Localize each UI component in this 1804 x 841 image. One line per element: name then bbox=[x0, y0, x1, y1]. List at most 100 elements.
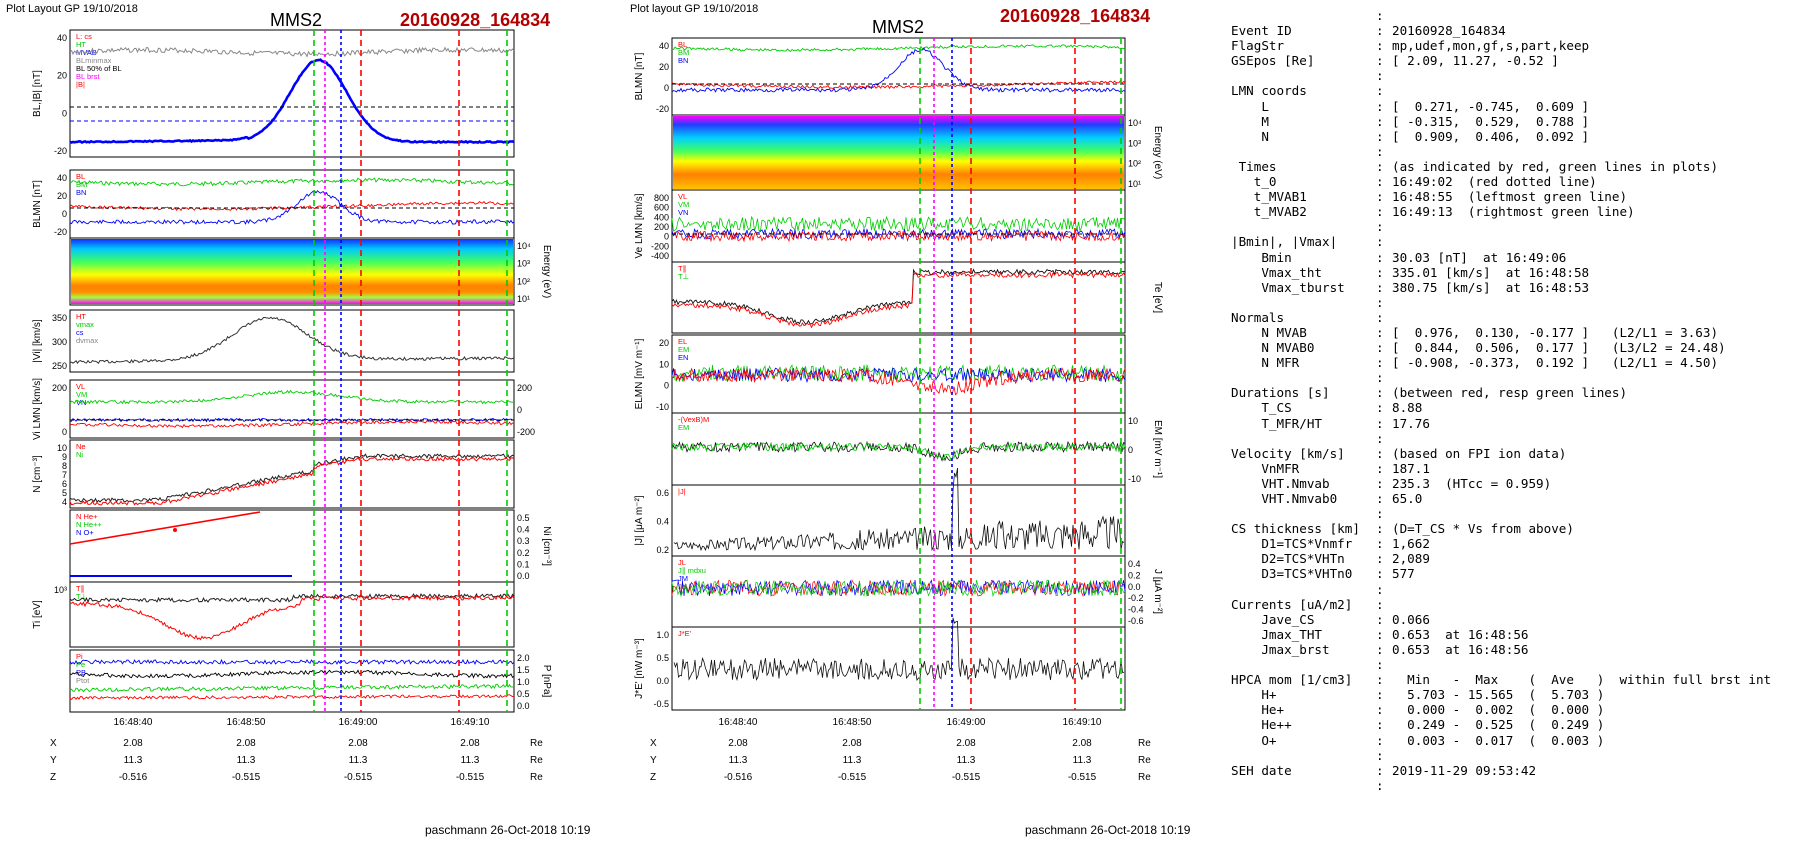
info-label: Bmin bbox=[1231, 249, 1292, 265]
y-tick-label: 4 bbox=[62, 497, 67, 507]
pos-value: 2.08 bbox=[123, 738, 143, 749]
right-footer: paschmann 26-Oct-2018 10:19 bbox=[1025, 823, 1191, 837]
pos-value: 11.3 bbox=[843, 755, 862, 766]
info-label bbox=[1224, 68, 1376, 83]
legend-entry: N O+ bbox=[76, 528, 94, 537]
pos-row-label: X bbox=[650, 738, 657, 749]
left-footer: paschmann 26-Oct-2018 10:19 bbox=[425, 823, 591, 837]
y-tick-label-right: 10² bbox=[1128, 159, 1141, 169]
series-line bbox=[671, 227, 1126, 241]
info-row: : bbox=[1224, 657, 1799, 672]
info-colon: : bbox=[1376, 158, 1384, 174]
info-colon: : bbox=[1376, 536, 1384, 552]
series-line bbox=[69, 417, 515, 423]
info-colon: : bbox=[1376, 219, 1384, 235]
y-tick-label: 0.4 bbox=[656, 517, 669, 527]
legend-entry: L: cs bbox=[76, 32, 92, 41]
legend-entry: BN bbox=[678, 56, 688, 65]
info-colon: : bbox=[1376, 98, 1384, 114]
y-tick-label-right: 10³ bbox=[1128, 138, 1141, 148]
info-value: Min - Max ( Ave ) within full brst int bbox=[1392, 672, 1772, 688]
y-tick-label: 600 bbox=[654, 203, 669, 213]
series-line bbox=[671, 79, 1126, 90]
legend-entry: Ne bbox=[76, 442, 86, 451]
info-label: t_0 bbox=[1231, 174, 1277, 190]
pos-value: 11.3 bbox=[237, 755, 256, 766]
legend-entry: BM bbox=[678, 48, 689, 57]
info-row: : bbox=[1224, 748, 1799, 763]
info-label: D1=TCS*Vnmfr bbox=[1231, 536, 1353, 552]
info-value: 0.000 - 0.002 ( 0.000 ) bbox=[1392, 702, 1605, 718]
info-row: VHT.Nmvab0:65.0 bbox=[1224, 491, 1799, 506]
info-label: CS thickness [km] bbox=[1231, 521, 1360, 537]
legend-entry: J∥ mdxu bbox=[678, 566, 706, 575]
info-label: M bbox=[1231, 113, 1269, 129]
info-value: mp,udef,mon,gf,s,part,keep bbox=[1392, 38, 1590, 54]
info-row: HPCA mom [1/cm3]: Min - Max ( Ave ) with… bbox=[1224, 672, 1799, 687]
y-tick-label: 0.6 bbox=[656, 488, 669, 498]
electron-spectrogram bbox=[673, 116, 1124, 189]
info-label: He+ bbox=[1231, 702, 1285, 718]
series-line bbox=[671, 271, 1126, 329]
info-label bbox=[1224, 219, 1376, 234]
legend-entry: J*E' bbox=[678, 629, 692, 638]
panel-6: EM [mV m⁻¹] 10 0 -10 -(VexB)MEM bbox=[671, 412, 1163, 486]
pos-value: 2.08 bbox=[460, 738, 480, 749]
info-label: Durations [s] bbox=[1231, 385, 1330, 401]
info-row: He++: 0.249 - 0.525 ( 0.249 ) bbox=[1224, 717, 1799, 732]
info-colon: : bbox=[1376, 732, 1384, 748]
series-line bbox=[671, 579, 1126, 598]
info-value: 16:49:02 (red dotted line) bbox=[1392, 174, 1597, 190]
right-figure: Plot layout GP 19/10/2018 MMS2 20160928_… bbox=[630, 3, 1191, 837]
y-tick-label: 20 bbox=[659, 338, 669, 348]
panel-ylabel: Energy (eV) bbox=[1152, 126, 1163, 179]
info-label: N bbox=[1231, 128, 1269, 144]
pos-value: -0.515 bbox=[1068, 772, 1097, 783]
legend-entry: VM bbox=[76, 390, 87, 399]
info-label bbox=[1224, 370, 1376, 385]
pos-row-label: X bbox=[50, 738, 57, 749]
info-row: : bbox=[1376, 8, 1384, 23]
panel-frame bbox=[69, 439, 515, 509]
pos-value: -0.515 bbox=[838, 772, 867, 783]
legend-entry: -(VexB)M bbox=[678, 415, 709, 424]
panel-7: Ni [cm⁻³] 0.5 0.40.3 0.20.1 0.0 N He+N He++N … bbox=[69, 509, 552, 583]
panel-ylabel: Ve LMN [km/s] bbox=[634, 193, 645, 258]
info-label: t_MVAB2 bbox=[1231, 204, 1307, 220]
he-plus-plus-line bbox=[69, 511, 261, 545]
info-colon: : bbox=[1376, 626, 1384, 642]
info-row: : bbox=[1224, 370, 1799, 385]
info-label: N MFR bbox=[1231, 355, 1300, 371]
info-colon: : bbox=[1376, 521, 1384, 537]
series-line bbox=[671, 229, 1126, 243]
info-value: 0.003 - 0.017 ( 0.003 ) bbox=[1392, 732, 1605, 748]
info-value: [ 0.976, 0.130, -0.177 ] (L2/L1 = 3.63) bbox=[1392, 324, 1719, 340]
info-row: Event ID:20160928_164834 bbox=[1224, 23, 1799, 38]
y-tick-label-right: 0 bbox=[1128, 445, 1133, 455]
info-row: T_CS:8.88 bbox=[1224, 400, 1799, 415]
info-label: Currents [uA/m2] bbox=[1231, 596, 1353, 612]
y-tick-label: 7 bbox=[62, 470, 67, 480]
info-label: N MVAB0 bbox=[1231, 340, 1315, 356]
legend-entry: vmax bbox=[76, 320, 94, 329]
pos-value: 2.08 bbox=[728, 738, 748, 749]
info-row: FlagStr: mp,udef,mon,gf,s,part,keep bbox=[1224, 38, 1799, 53]
panel-7: |J| [μA m⁻²] 0.6 0.4 0.2 |J| bbox=[634, 467, 1126, 557]
y-tick-label-right: 0.2 bbox=[1128, 570, 1141, 580]
info-row: He+: 0.000 - 0.002 ( 0.000 ) bbox=[1224, 702, 1799, 717]
pos-value: 2.08 bbox=[1072, 738, 1092, 749]
info-row: N MFR: [ -0.908, -0.373, 0.192 ] (L2/L1 =… bbox=[1224, 355, 1799, 370]
legend-entry: Ptot bbox=[76, 676, 90, 685]
legend-entry: BL brst bbox=[76, 72, 100, 81]
info-value: 2019-11-29 09:53:42 bbox=[1392, 762, 1537, 778]
info-colon: : bbox=[1376, 672, 1384, 688]
info-label: HPCA mom [1/cm3] bbox=[1231, 672, 1353, 688]
legend-entry: BL bbox=[678, 40, 687, 49]
panel-frame bbox=[69, 379, 515, 439]
panel-ylabel: Ni [cm⁻³] bbox=[541, 526, 552, 566]
info-value: (D=T_CS * Vs from above) bbox=[1392, 521, 1574, 537]
info-colon: : bbox=[1376, 174, 1384, 190]
